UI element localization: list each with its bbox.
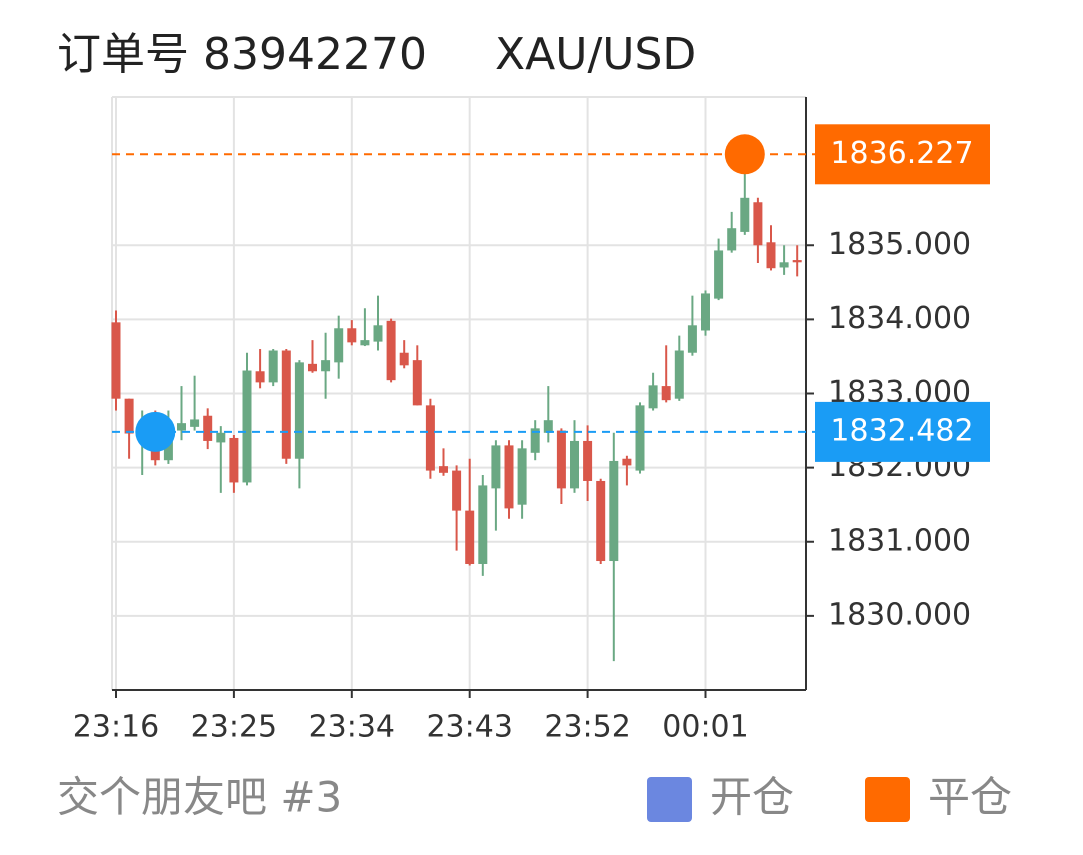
candle-body — [687, 325, 697, 353]
candle-body — [491, 445, 501, 489]
candle-body — [425, 405, 435, 471]
candle-body — [609, 460, 619, 562]
legend-label: 开仓 — [710, 773, 794, 822]
candle-body — [674, 350, 684, 399]
open-price-marker — [135, 411, 176, 452]
candle-body — [360, 340, 370, 346]
candle-body — [766, 242, 776, 269]
close-price-marker — [724, 134, 765, 175]
price-box — [815, 401, 990, 462]
candle-body — [714, 250, 724, 299]
candle-body — [465, 510, 475, 564]
candle-body — [347, 328, 357, 343]
candle-body — [583, 440, 593, 481]
candle-body — [596, 480, 606, 562]
y-tick-label: 1835.000 — [828, 227, 971, 262]
candle-body — [399, 352, 409, 366]
price-box-label: 1832.482 — [830, 413, 973, 448]
candle-body — [124, 398, 134, 434]
candle-body — [530, 428, 540, 453]
candle-body — [570, 440, 579, 489]
symbol: XAU/USD — [495, 29, 696, 80]
candle-body — [517, 448, 527, 505]
candle-body — [779, 262, 789, 268]
candle-body — [556, 430, 566, 489]
candle-body — [648, 385, 658, 409]
legend-label: 平仓 — [928, 773, 1012, 822]
candle-body — [543, 420, 553, 433]
candle-body — [478, 485, 488, 564]
candle-body — [439, 466, 448, 473]
candle-body — [203, 415, 213, 441]
legend-swatch — [647, 777, 692, 822]
candle-body — [294, 362, 304, 459]
candle-body — [268, 350, 278, 383]
legend-swatch — [865, 777, 910, 822]
candle-body — [334, 328, 344, 363]
x-tick-label: 23:16 — [73, 710, 159, 745]
price-box — [815, 124, 990, 185]
candle-body — [504, 445, 514, 509]
candle-body — [792, 260, 802, 263]
candle-body — [753, 202, 763, 246]
candle-body — [452, 470, 462, 511]
candle-body — [111, 322, 121, 399]
price-box-label: 1836.227 — [830, 136, 973, 171]
y-tick-label: 1831.000 — [828, 523, 971, 558]
x-tick-label: 23:52 — [544, 710, 630, 745]
candle-body — [740, 197, 750, 232]
candle-body — [321, 360, 331, 372]
candle-body — [216, 432, 226, 443]
x-tick-label: 23:43 — [426, 710, 512, 745]
candle-body — [701, 293, 710, 331]
footer: 交个朋友吧 #3 — [57, 773, 342, 822]
candle-body — [190, 419, 200, 427]
candle-body — [386, 320, 396, 381]
candle-body — [281, 350, 291, 459]
candle-body — [727, 228, 737, 251]
candle-body — [635, 405, 645, 471]
x-tick-label: 23:25 — [191, 710, 277, 745]
candle-body — [308, 363, 317, 372]
candle-body — [255, 371, 265, 383]
x-tick-label: 00:01 — [662, 710, 748, 745]
candle-body — [177, 423, 186, 431]
y-tick-label: 1830.000 — [828, 597, 971, 632]
y-tick-label: 1834.000 — [828, 301, 971, 336]
order-label: 订单号 83942270 — [57, 29, 427, 80]
candle-body — [373, 325, 383, 342]
candle-body — [412, 360, 422, 406]
x-tick-label: 23:34 — [309, 710, 395, 745]
candle-body — [229, 437, 239, 483]
candle-body — [622, 458, 632, 466]
candle-body — [661, 386, 671, 401]
candle-body — [242, 370, 252, 483]
